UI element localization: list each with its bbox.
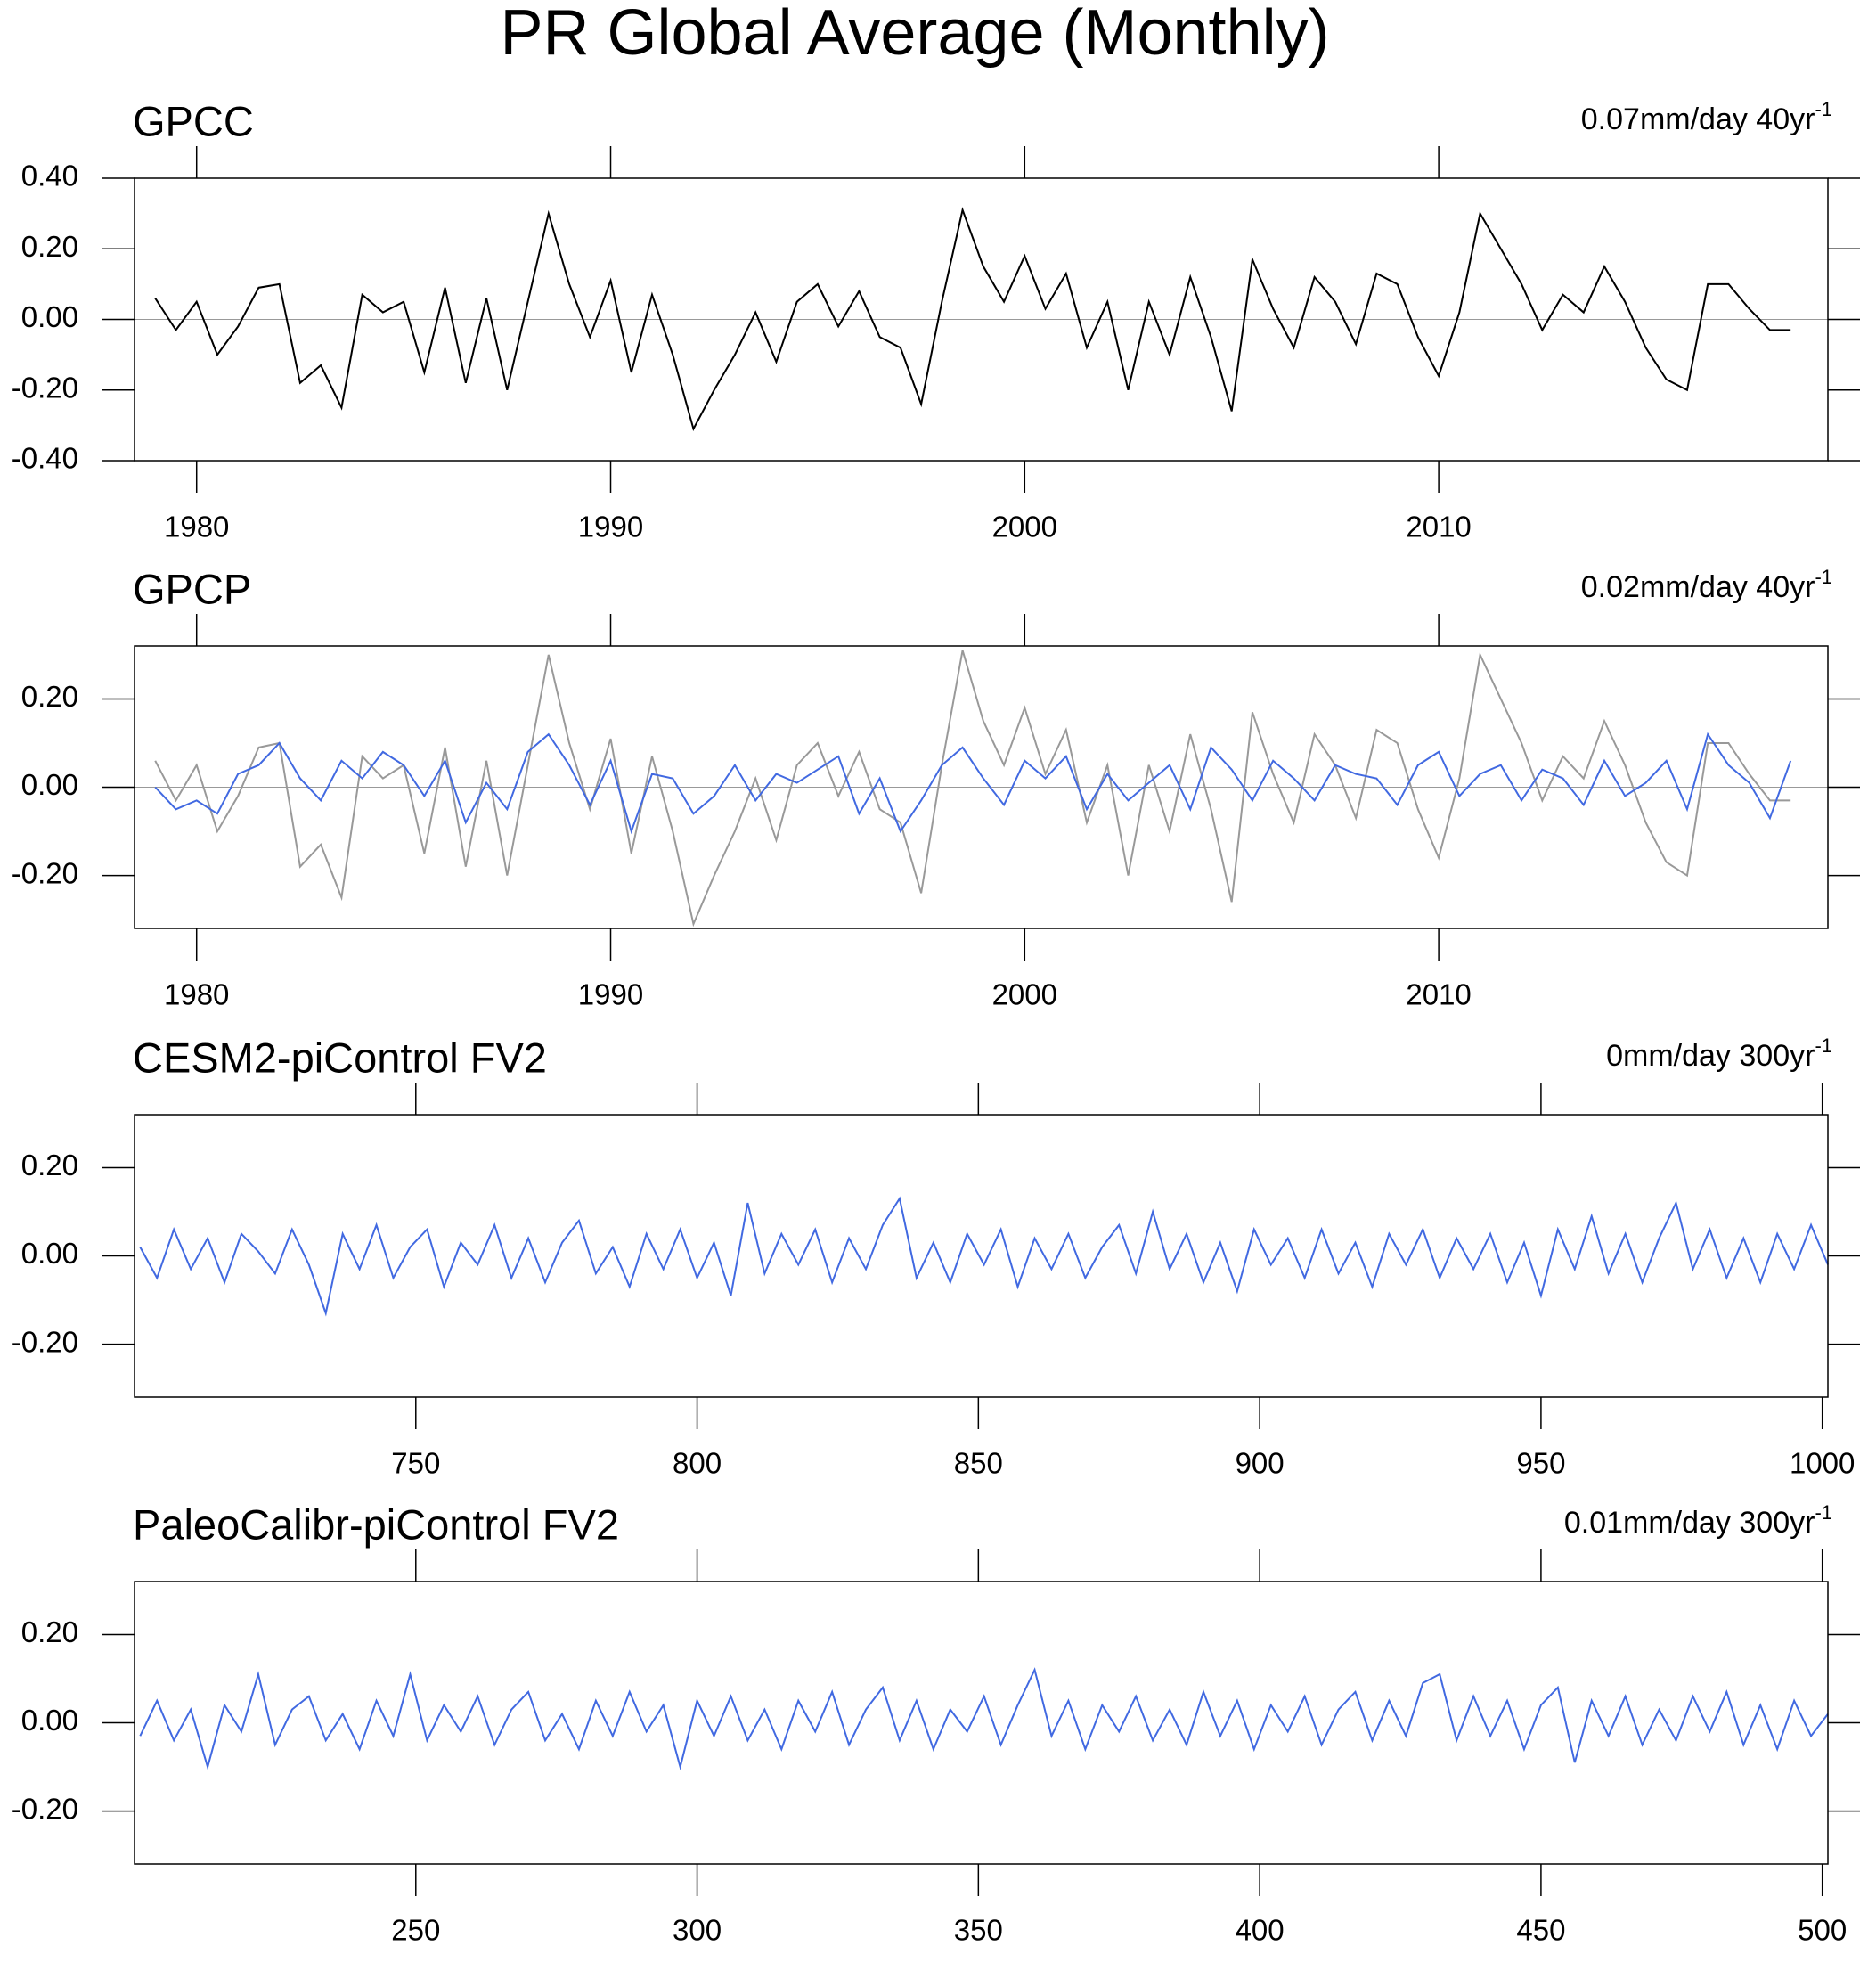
y-tick-label: 0.20 [21,1615,78,1648]
x-tick-label: 850 [954,1447,1003,1480]
data-line [139,1667,1829,1770]
panel: GPCP 0.02mm/day 40yr-1 -0.20 0.00 0.20 1980 19… [12,565,1860,1011]
y-tick-label: 0.00 [21,768,78,801]
y-tick-label: 0.00 [21,1237,78,1270]
y-tick-label: 0.00 [21,300,78,333]
plot-frame [134,645,1829,929]
trend-text: 0mm/day 300yr [1606,1039,1815,1073]
trend-exponent: -1 [1815,98,1832,120]
y-tick-label: 0.00 [21,1704,78,1737]
trend-label: 0.02mm/day 40yr-1 [1581,566,1832,604]
panel-title: CESM2-piControl FV2 [133,1034,547,1081]
x-tick-label: 400 [1236,1914,1285,1947]
data-line [154,732,1792,835]
x-tick-label: 900 [1236,1447,1285,1480]
trend-text: 0.01mm/day 300yr [1564,1506,1815,1540]
x-tick-label: 500 [1798,1914,1847,1947]
x-tick-label: 300 [673,1914,722,1947]
data-line [154,650,1791,928]
x-tick-label: 450 [1516,1914,1565,1947]
x-tick-label: 1980 [164,511,229,544]
x-tick-label: 2010 [1406,978,1471,1011]
x-tick-label: 250 [391,1914,440,1947]
trend-exponent: -1 [1815,1501,1832,1524]
plot-frame [134,1114,1829,1398]
y-tick-label: 0.20 [21,680,78,713]
plot-frame [134,177,1829,462]
y-tick-label: -0.20 [12,1792,78,1825]
x-tick-label: 1990 [578,978,643,1011]
panel: CESM2-piControl FV2 0mm/day 300yr-1 -0.20 0… [12,1034,1860,1480]
y-tick-label: -0.20 [12,856,78,889]
data-line [154,207,1791,432]
x-tick-label: 800 [673,1447,722,1480]
x-tick-label: 1980 [164,978,229,1011]
chart-title: PR Global Average (Monthly) [500,0,1329,69]
x-tick-label: 1990 [578,511,643,544]
panel-title: GPCC [133,97,254,144]
y-tick-label: 0.20 [21,230,78,263]
trend-label: 0.07mm/day 40yr-1 [1581,98,1832,136]
x-tick-label: 950 [1516,1447,1565,1480]
trend-label: 0mm/day 300yr-1 [1606,1034,1832,1073]
panel-title: GPCP [133,565,251,612]
y-tick-label: 0.40 [21,159,78,192]
panel: GPCC 0.07mm/day 40yr-1 -0.40 -0.20 0.00 0.20 0… [12,97,1860,544]
x-tick-label: 1000 [1790,1447,1855,1480]
x-tick-label: 2000 [992,978,1057,1011]
x-tick-label: 2010 [1406,511,1471,544]
y-tick-label: -0.20 [12,1325,78,1358]
trend-exponent: -1 [1815,566,1832,588]
y-tick-label: -0.20 [12,371,78,404]
plot-frame [134,1581,1829,1865]
y-tick-label: 0.20 [21,1149,78,1181]
panel-title: PaleoCalibr-piControl FV2 [133,1500,619,1548]
y-tick-label: -0.40 [12,442,78,475]
trend-label: 0.01mm/day 300yr-1 [1564,1501,1832,1540]
x-tick-label: 750 [391,1447,440,1480]
trend-text: 0.02mm/day 40yr [1581,570,1815,604]
panel: PaleoCalibr-piControl FV2 0.01mm/day 300y… [12,1500,1860,1947]
x-tick-label: 2000 [992,511,1057,544]
trend-exponent: -1 [1815,1034,1832,1057]
trend-text: 0.07mm/day 40yr [1581,102,1815,136]
data-line [139,1196,1829,1317]
x-tick-label: 350 [954,1914,1003,1947]
